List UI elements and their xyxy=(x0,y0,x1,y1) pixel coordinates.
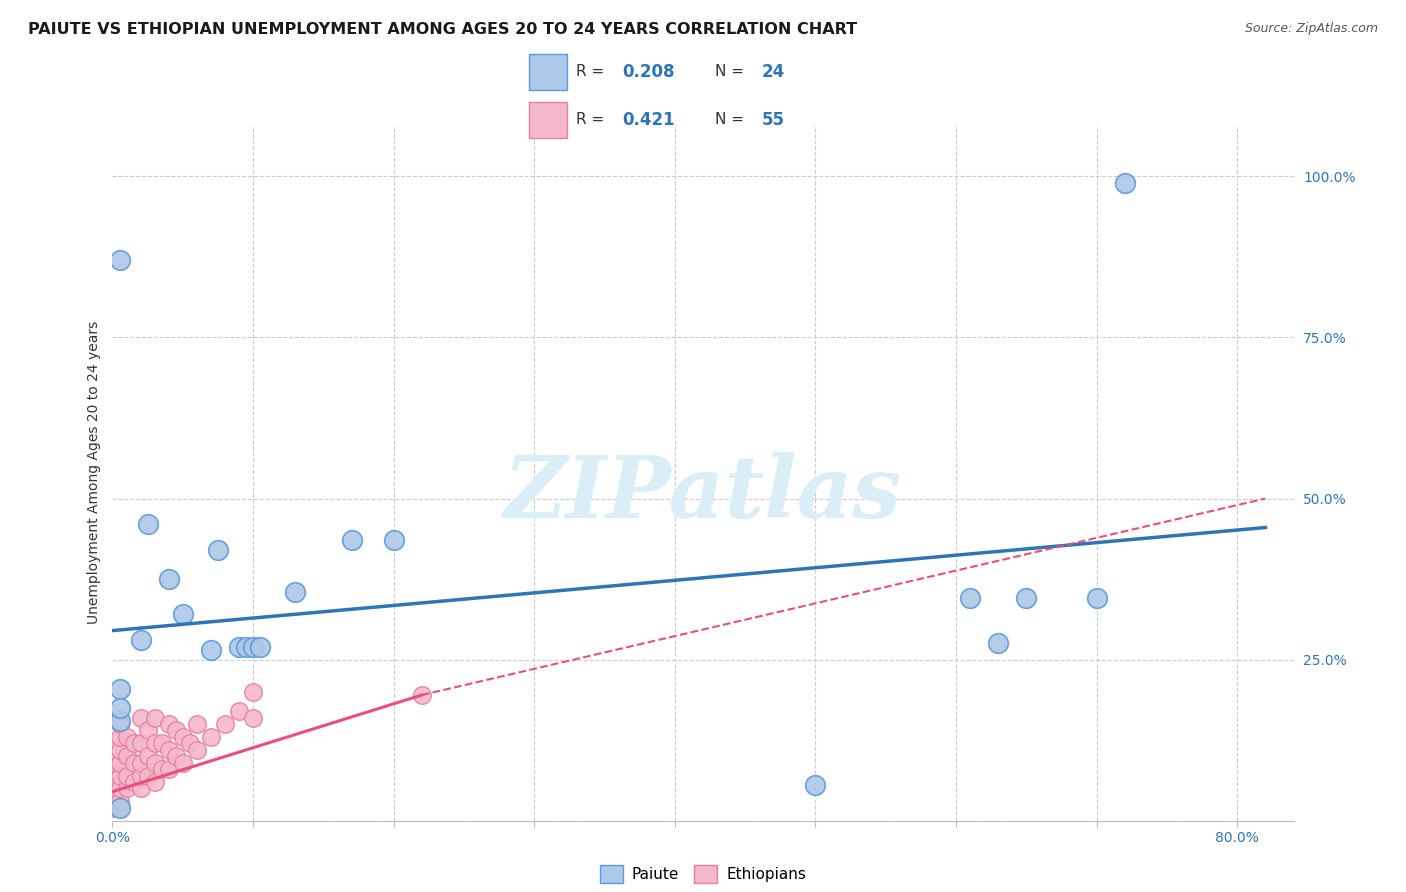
Point xyxy=(115,768,138,782)
Point xyxy=(179,736,201,750)
Legend: Paiute, Ethiopians: Paiute, Ethiopians xyxy=(593,859,813,889)
Point xyxy=(284,585,307,599)
Text: PAIUTE VS ETHIOPIAN UNEMPLOYMENT AMONG AGES 20 TO 24 YEARS CORRELATION CHART: PAIUTE VS ETHIOPIAN UNEMPLOYMENT AMONG A… xyxy=(28,22,858,37)
Point xyxy=(129,781,152,796)
Point xyxy=(157,743,180,757)
Point xyxy=(157,762,180,776)
Point xyxy=(108,756,131,770)
Point xyxy=(136,723,159,738)
Y-axis label: Unemployment Among Ages 20 to 24 years: Unemployment Among Ages 20 to 24 years xyxy=(87,321,101,624)
Point xyxy=(108,768,131,782)
Point xyxy=(129,633,152,648)
Point xyxy=(129,710,152,724)
Text: N =: N = xyxy=(716,64,749,79)
Point xyxy=(101,788,124,802)
Point xyxy=(129,736,152,750)
Point xyxy=(228,640,250,654)
Point xyxy=(186,743,208,757)
Point xyxy=(959,591,981,606)
Point xyxy=(108,781,131,796)
Text: 0.208: 0.208 xyxy=(623,62,675,81)
Point xyxy=(136,749,159,764)
Point xyxy=(143,775,166,789)
Point xyxy=(382,533,405,548)
Point xyxy=(157,572,180,586)
Point xyxy=(987,636,1010,650)
Point xyxy=(101,794,124,808)
Point xyxy=(249,640,271,654)
Text: R =: R = xyxy=(576,112,609,128)
Point xyxy=(115,749,138,764)
Point xyxy=(172,756,194,770)
Point xyxy=(108,681,131,696)
Point xyxy=(172,607,194,622)
Point xyxy=(150,762,173,776)
Point xyxy=(214,717,236,731)
Point xyxy=(108,801,131,815)
Point xyxy=(122,756,145,770)
Point xyxy=(115,781,138,796)
Point xyxy=(411,688,433,702)
Point xyxy=(108,717,131,731)
Point xyxy=(101,749,124,764)
Text: Source: ZipAtlas.com: Source: ZipAtlas.com xyxy=(1244,22,1378,36)
Point xyxy=(129,768,152,782)
Text: N =: N = xyxy=(716,112,749,128)
Point xyxy=(108,743,131,757)
Point xyxy=(242,640,264,654)
Point xyxy=(108,801,131,815)
Text: R =: R = xyxy=(576,64,609,79)
Point xyxy=(108,730,131,744)
Point xyxy=(136,517,159,532)
Point xyxy=(157,717,180,731)
Point xyxy=(101,775,124,789)
Point xyxy=(242,710,264,724)
Point xyxy=(200,643,222,657)
FancyBboxPatch shape xyxy=(530,54,567,90)
Point xyxy=(165,749,187,764)
Text: ZIPatlas: ZIPatlas xyxy=(503,452,903,535)
Point xyxy=(1085,591,1108,606)
Point xyxy=(143,756,166,770)
Point xyxy=(143,736,166,750)
Point xyxy=(101,768,124,782)
Point xyxy=(340,533,363,548)
Point xyxy=(101,756,124,770)
Point xyxy=(129,756,152,770)
Point xyxy=(186,717,208,731)
Point xyxy=(108,714,131,728)
Point xyxy=(165,723,187,738)
Point xyxy=(228,704,250,718)
Point xyxy=(101,781,124,796)
Point xyxy=(150,736,173,750)
Point xyxy=(1114,176,1136,190)
Point xyxy=(101,743,124,757)
Point xyxy=(242,685,264,699)
Point xyxy=(108,701,131,715)
Point xyxy=(122,775,145,789)
Point xyxy=(136,768,159,782)
Text: 0.421: 0.421 xyxy=(623,111,675,129)
Point xyxy=(207,543,229,558)
Point xyxy=(200,730,222,744)
Point xyxy=(804,778,827,792)
Text: 24: 24 xyxy=(762,62,785,81)
Point xyxy=(115,730,138,744)
Point xyxy=(172,730,194,744)
FancyBboxPatch shape xyxy=(530,102,567,138)
Point xyxy=(101,801,124,815)
Point xyxy=(108,794,131,808)
Point xyxy=(1015,591,1038,606)
Point xyxy=(108,253,131,268)
Point xyxy=(143,710,166,724)
Point xyxy=(235,640,257,654)
Point xyxy=(101,762,124,776)
Point xyxy=(122,736,145,750)
Text: 55: 55 xyxy=(762,111,785,129)
